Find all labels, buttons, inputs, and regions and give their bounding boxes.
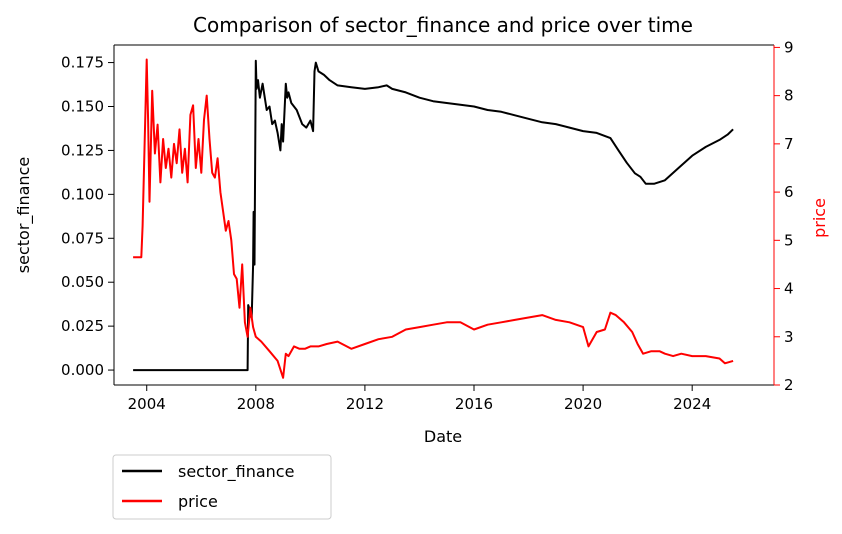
series-layer xyxy=(133,58,734,379)
left-tick-label: 0.100 xyxy=(61,185,104,203)
right-tick-label: 3 xyxy=(784,328,794,346)
left-axis-label: sector_finance xyxy=(14,157,34,273)
legend-label-sector-finance: sector_finance xyxy=(178,462,294,482)
x-axis-label: Date xyxy=(424,427,462,446)
plot-area xyxy=(113,44,775,386)
x-tick-label: 2012 xyxy=(346,395,384,413)
left-tick-label: 0.075 xyxy=(61,229,104,247)
left-tick-label: 0.125 xyxy=(61,141,104,159)
left-tick-label: 0.175 xyxy=(61,54,104,72)
x-tick-label: 2020 xyxy=(564,395,602,413)
left-tick-label: 0.000 xyxy=(61,361,104,379)
left-tick-label: 0.050 xyxy=(61,273,104,291)
right-tick-label: 9 xyxy=(784,38,794,56)
right-tick-label: 4 xyxy=(784,280,794,298)
x-tick-label: 2008 xyxy=(237,395,275,413)
legend: sector_finance price xyxy=(112,454,332,520)
right-tick-label: 6 xyxy=(784,183,794,201)
right-axis-ticks: 2 3 4 5 6 7 8 9 xyxy=(774,38,794,394)
right-tick-label: 2 xyxy=(784,376,794,394)
right-tick-label: 5 xyxy=(784,231,794,249)
x-tick-label: 2016 xyxy=(455,395,493,413)
right-tick-label: 8 xyxy=(784,87,794,105)
right-tick-label: 7 xyxy=(784,135,794,153)
x-axis-ticks: 2004 2008 2012 2016 2020 2024 xyxy=(128,385,711,413)
legend-frame xyxy=(112,454,332,520)
x-tick-label: 2024 xyxy=(673,395,711,413)
x-tick-label: 2004 xyxy=(128,395,166,413)
chart-title: Comparison of sector_finance and price o… xyxy=(193,13,693,37)
left-tick-label: 0.025 xyxy=(61,317,104,335)
right-axis-label: price xyxy=(810,198,829,238)
series-line-sector-finance xyxy=(133,59,734,372)
legend-label-price: price xyxy=(178,492,218,511)
left-tick-label: 0.150 xyxy=(61,97,104,115)
series-line-price xyxy=(133,58,734,379)
left-axis-ticks: 0.000 0.025 0.050 0.075 0.100 0.125 0.150 0.175 xyxy=(61,54,114,379)
